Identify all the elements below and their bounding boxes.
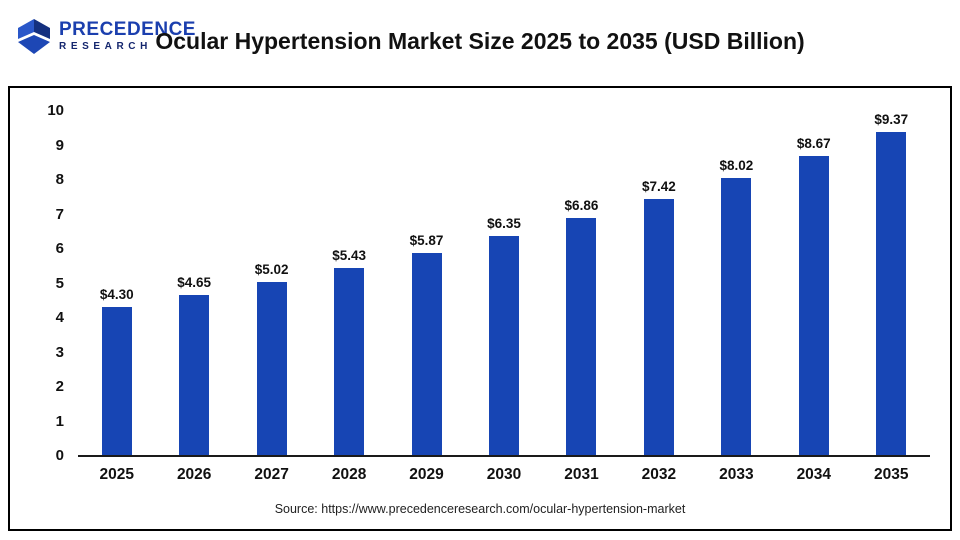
bar-value-label: $4.30 — [99, 286, 134, 302]
y-axis-tick-label: 10 — [47, 102, 64, 119]
logo-text: PRECEDENCE RESEARCH — [59, 18, 196, 52]
bar-value-label: $7.42 — [642, 179, 676, 195]
x-axis-label: 2029 — [409, 466, 444, 483]
x-axis-label: 2034 — [796, 466, 832, 483]
bar — [334, 267, 365, 455]
bar-value-label: $5.87 — [409, 232, 444, 248]
bar-group: $8.02 — [698, 110, 775, 455]
bar-group: $8.67 — [775, 110, 852, 455]
bar — [876, 131, 907, 455]
y-axis-tick-label: 8 — [55, 171, 64, 188]
y-axis-tick-label: 5 — [55, 274, 64, 292]
bar-value-label: $5.43 — [332, 247, 366, 263]
bar-group: $9.37 — [853, 110, 930, 455]
bar-value-label: $8.02 — [719, 158, 754, 174]
bar-group: $6.35 — [465, 110, 542, 455]
bar-group: $4.65 — [155, 110, 232, 455]
logo-brand-name: PRECEDENCE — [59, 18, 196, 40]
x-axis-label: 2025 — [99, 466, 134, 483]
precedence-research-logo: PRECEDENCE RESEARCH — [16, 16, 196, 56]
x-axis-labels: 2025 2026 2027 2028 2029 2030 2031 2032 2033 2034… — [78, 466, 930, 484]
bar-value-label: $4.65 — [177, 274, 212, 290]
y-axis-tick-label: 2 — [55, 378, 64, 395]
x-axis-label: 2033 — [719, 466, 754, 483]
x-axis-label: 2026 — [176, 466, 212, 483]
bar — [179, 294, 210, 455]
bar — [566, 218, 597, 455]
bar — [101, 306, 132, 455]
bar — [798, 155, 829, 455]
x-axis: 2025 2026 2027 2028 2029 2030 2031 2032 2033 2034… — [10, 466, 950, 484]
x-axis-label: 2035 — [874, 466, 909, 483]
bar-value-label: $5.02 — [254, 261, 289, 277]
bar-value-label: $6.35 — [487, 215, 521, 231]
chart-title: Ocular Hypertension Market Size 2025 to … — [155, 28, 805, 54]
bar-group: $5.43 — [310, 110, 387, 455]
source-text: Source: https://www.precedenceresearch.c… — [274, 502, 686, 516]
x-axis-label: 2027 — [254, 466, 289, 483]
bar-value-label: $9.37 — [874, 111, 909, 127]
bar-value-label: $8.67 — [796, 135, 831, 151]
bar-value-label: $6.86 — [564, 198, 599, 214]
y-axis-tick-label: 6 — [55, 240, 64, 257]
logo-brand-subtitle: RESEARCH — [59, 40, 152, 52]
x-axis-label: 2031 — [564, 466, 599, 483]
logo-icon — [18, 19, 50, 54]
bar — [411, 252, 442, 455]
x-axis-spacer — [18, 466, 78, 484]
x-axis-label: 2028 — [331, 466, 367, 483]
x-axis-label: 2032 — [641, 466, 677, 483]
y-axis-tick-label: 9 — [55, 136, 64, 154]
bar — [721, 178, 752, 455]
y-axis-tick-label: 7 — [55, 205, 64, 223]
bar — [488, 235, 519, 455]
bar — [643, 199, 674, 455]
bars-area: $4.30 $4.65 $5.02 $5.43 $5.87 $6.35 $6.86 $7.42… — [78, 110, 930, 457]
bar-group: $5.87 — [388, 110, 465, 455]
bar-group: $6.86 — [543, 110, 620, 455]
bar-group: $5.02 — [233, 110, 310, 455]
plot-area: 0 1 2 3 4 5 6 7 8 9 10 $4.30 $4.65 $5.02 $5.43 $5.87 $6… — [10, 102, 950, 464]
bar — [256, 281, 287, 455]
y-axis-tick-label: 3 — [55, 343, 64, 361]
y-axis-tick-label: 4 — [55, 309, 64, 326]
bar-group: $7.42 — [620, 110, 697, 455]
y-axis-tick-label: 0 — [55, 447, 64, 464]
chart-container: 0 1 2 3 4 5 6 7 8 9 10 $4.30 $4.65 $5.02 $5.43 $5.87 $6… — [8, 86, 952, 531]
chart-header: PRECEDENCE RESEARCH Ocular Hypertension … — [0, 0, 960, 86]
bar-group: $4.30 — [78, 110, 155, 455]
x-axis-label: 2030 — [486, 466, 522, 483]
y-axis: 0 1 2 3 4 5 6 7 8 9 10 — [18, 102, 78, 464]
y-axis-tick-label: 1 — [55, 412, 64, 430]
